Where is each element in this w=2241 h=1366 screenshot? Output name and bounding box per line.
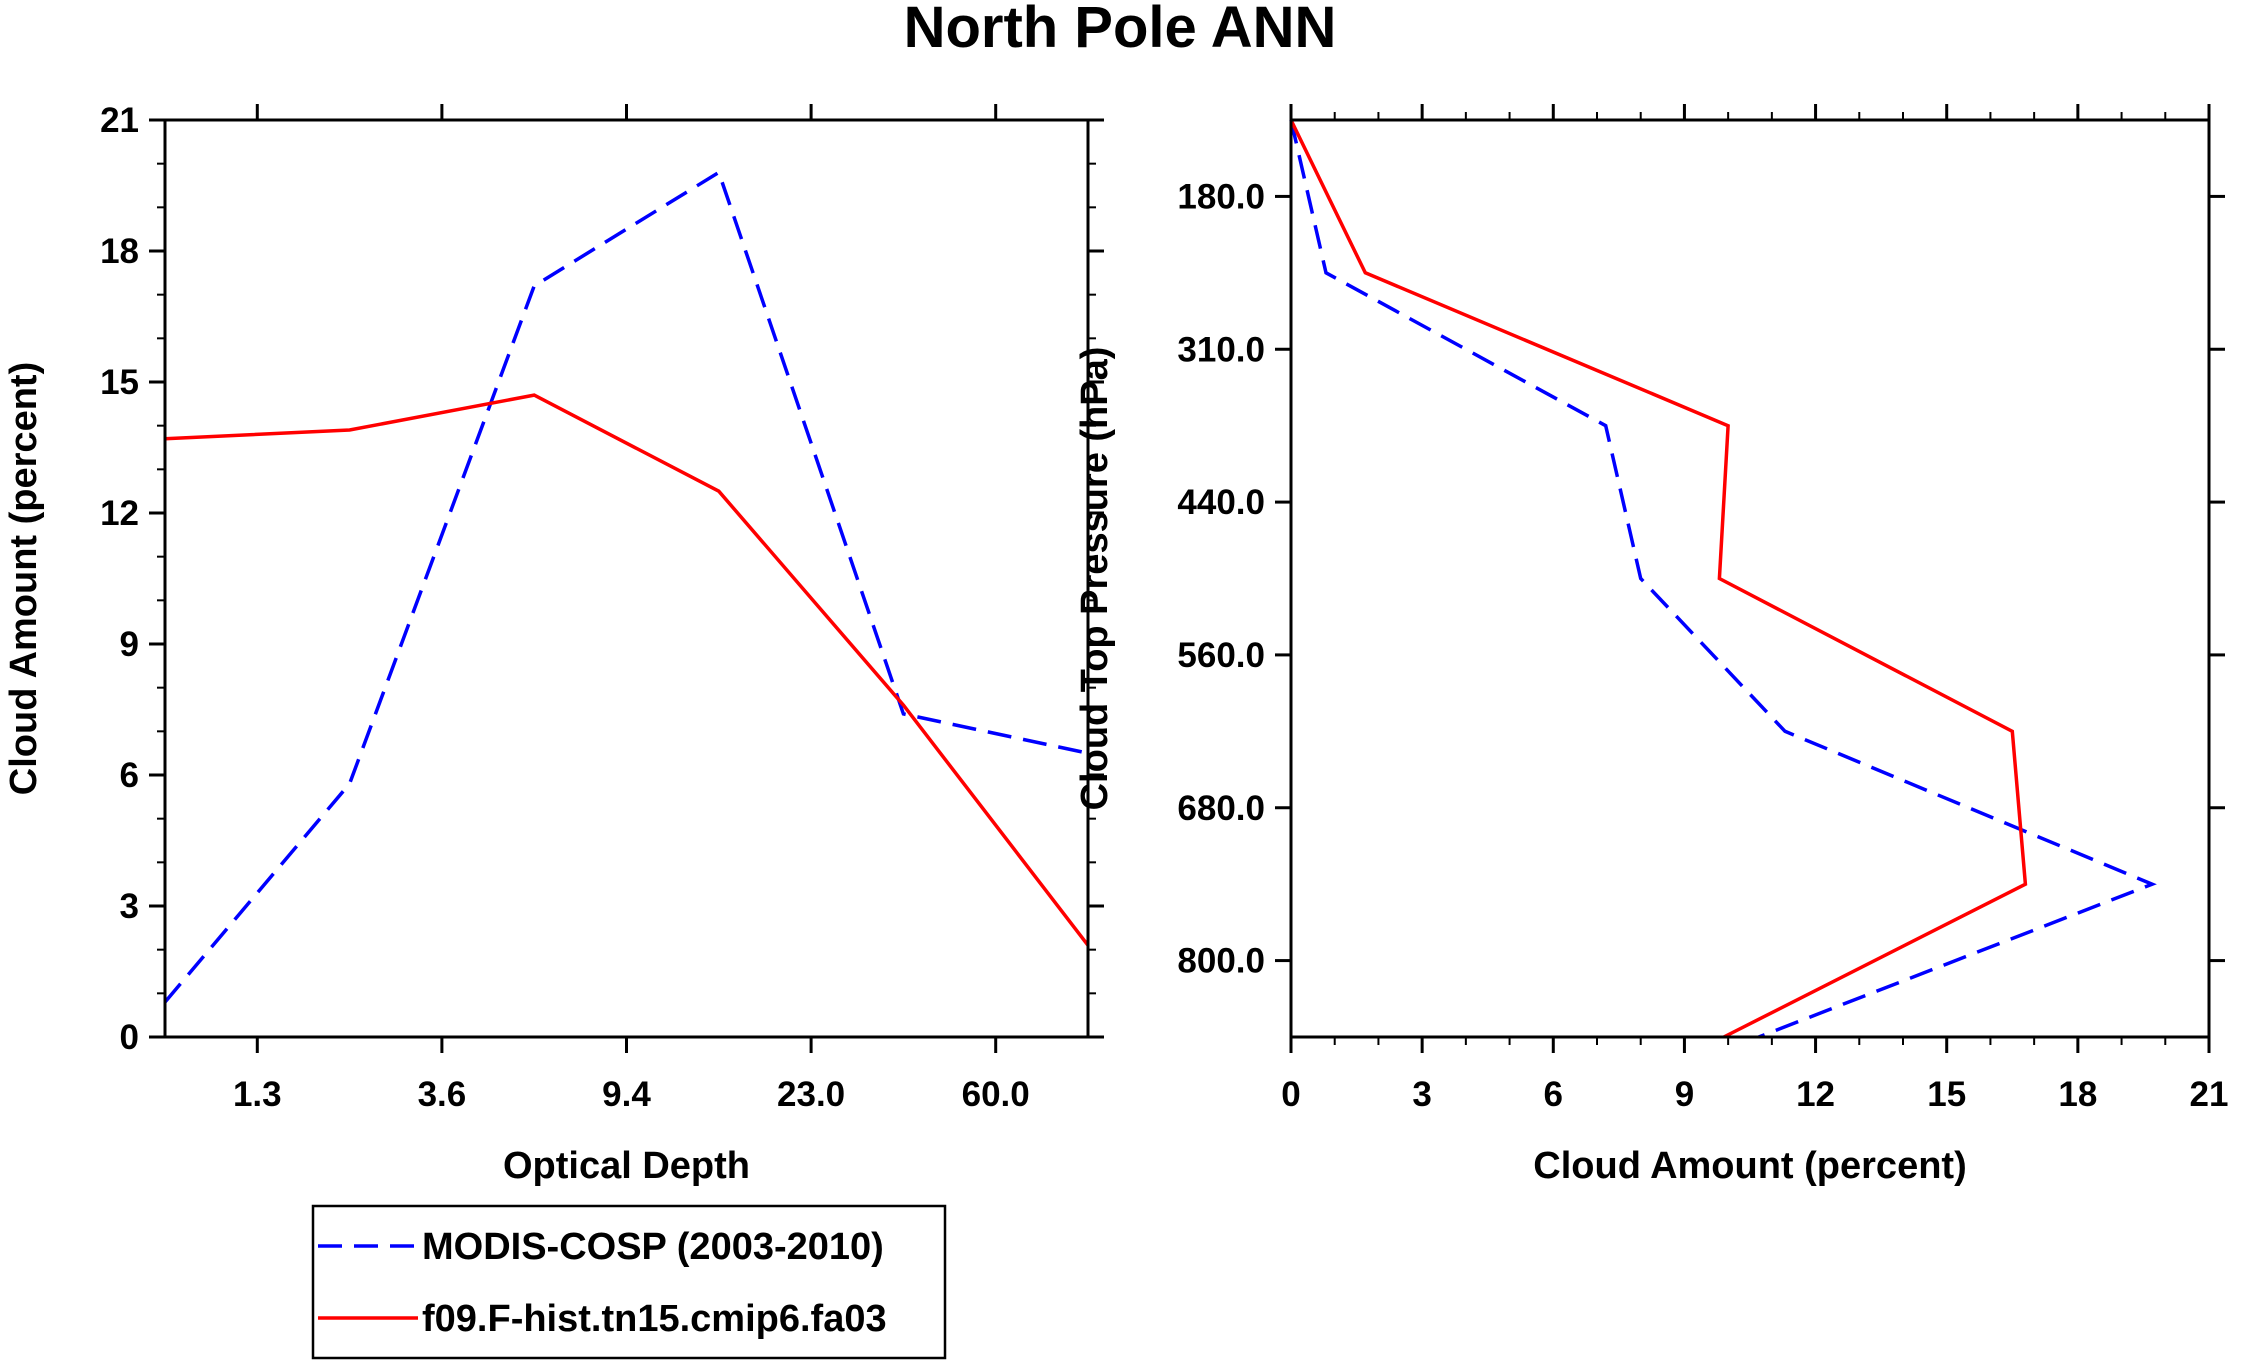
- legend: MODIS-COSP (2003-2010) f09.F-hist.tn15.c…: [311, 1204, 947, 1360]
- series-line-model: [1289, 119, 2028, 1039]
- plot-frame: [163, 118, 1090, 1039]
- y-axis-label: Cloud Top Pressure (hPa): [1074, 347, 1116, 811]
- series-line-model: [164, 393, 1090, 947]
- x-tick-label: 23.0: [777, 1075, 845, 1114]
- x-tick-label: 18: [2058, 1075, 2097, 1114]
- x-tick-label: 15: [1927, 1075, 1966, 1114]
- y-tick-label: 310.0: [1177, 330, 1265, 369]
- y-tick-label: 21: [100, 101, 139, 140]
- y-axis-label: Cloud Amount (percent): [3, 362, 45, 795]
- x-tick-label: 21: [2190, 1075, 2229, 1114]
- x-tick-label: 3.6: [418, 1075, 467, 1114]
- legend-label-modis: MODIS-COSP (2003-2010): [422, 1226, 884, 1268]
- y-tick-label: 12: [100, 494, 139, 533]
- x-tick-label: 9: [1675, 1075, 1694, 1114]
- x-tick-label: 60.0: [962, 1075, 1030, 1114]
- left-panel-optical-depth: 0 3 6 9 12 15 18 21 1.3 3.6 9.4 23.0 60.0 Optical Dep…: [3, 101, 1104, 1187]
- legend-box: [311, 1204, 947, 1360]
- y-tick-label: 0: [120, 1018, 139, 1057]
- y-tick-label: 3: [120, 887, 139, 926]
- x-tick-label: 0: [1281, 1075, 1300, 1114]
- figure-title: North Pole ANN: [904, 0, 1337, 60]
- y-tick-label: 180.0: [1177, 177, 1265, 216]
- x-tick-label: 12: [1796, 1075, 1835, 1114]
- x-axis-label: Cloud Amount (percent): [1533, 1145, 1966, 1187]
- y-tick-label: 440.0: [1177, 483, 1265, 522]
- y-tick-label: 680.0: [1177, 789, 1265, 828]
- series-line-modis: [163, 169, 1089, 1004]
- y-tick-label: 9: [120, 625, 139, 664]
- x-tick-label: 6: [1544, 1075, 1563, 1114]
- right-panel-pressure: 0 3 6 9 12 15 18 21 180.0 310.0 440.0 560.0 680.0 800…: [1074, 104, 2228, 1187]
- y-tick-label: 560.0: [1177, 636, 1265, 675]
- plot-frame: [1289, 118, 2211, 1039]
- series-line-modis: [1289, 119, 2157, 1039]
- x-axis-label: Optical Depth: [503, 1145, 750, 1187]
- x-tick-label: 1.3: [233, 1075, 282, 1114]
- x-tick-label: 9.4: [602, 1075, 651, 1114]
- y-tick-label: 18: [100, 232, 139, 271]
- y-tick-label: 800.0: [1177, 942, 1265, 981]
- y-tick-label: 6: [120, 756, 139, 795]
- legend-label-model: f09.F-hist.tn15.cmip6.fa03: [422, 1298, 887, 1340]
- y-tick-label: 15: [100, 363, 139, 402]
- x-tick-label: 3: [1412, 1075, 1431, 1114]
